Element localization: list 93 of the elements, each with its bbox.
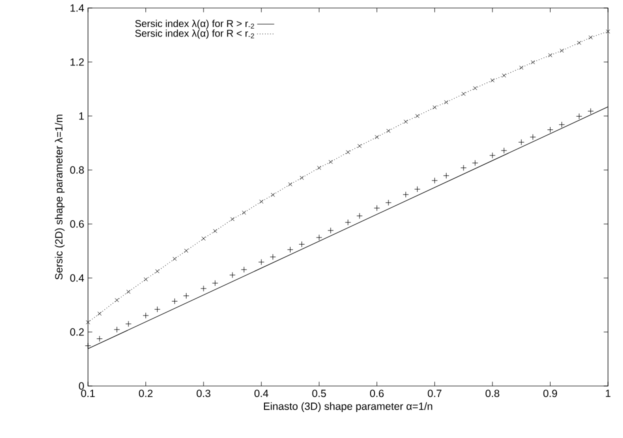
y-tick-label: 1.4 <box>70 4 84 12</box>
point <box>386 128 391 133</box>
point <box>201 236 206 241</box>
point <box>96 336 103 342</box>
point <box>460 164 467 171</box>
point <box>443 172 450 179</box>
point <box>577 40 582 45</box>
x-tick-label: 0.9 <box>543 390 557 398</box>
point <box>230 217 235 222</box>
point <box>576 113 582 120</box>
point <box>518 139 524 146</box>
point <box>374 205 380 212</box>
y-tick-label: 0 <box>78 382 84 390</box>
point <box>317 166 322 170</box>
x-tick-label: 0.8 <box>486 390 500 398</box>
point <box>432 177 438 184</box>
x-tick-label: 0.5 <box>312 390 326 398</box>
legend-label: Sersic index λ(α) for R < r$_{-2}$ <box>135 30 254 39</box>
point <box>432 105 437 110</box>
point <box>114 298 119 302</box>
point <box>519 66 524 70</box>
point <box>172 256 177 261</box>
point <box>356 212 363 219</box>
point <box>548 53 552 58</box>
point <box>385 200 392 206</box>
x-axis-title: Einasto (3D) shape parameter α=1/n <box>264 402 432 412</box>
x-tick-label: 1 <box>606 390 610 397</box>
point <box>287 246 294 253</box>
point <box>213 228 218 234</box>
point <box>588 108 594 114</box>
point <box>489 152 496 158</box>
legend-label: Sersic index λ(α) for R > r$_{-2}$ <box>135 20 254 30</box>
point <box>357 144 362 148</box>
point <box>530 134 536 140</box>
point <box>184 248 188 253</box>
point <box>242 210 246 215</box>
point <box>86 320 90 324</box>
point <box>298 241 305 248</box>
point <box>404 120 408 124</box>
point <box>415 114 420 118</box>
point <box>500 148 508 154</box>
point <box>114 326 120 333</box>
point <box>259 200 264 204</box>
point <box>558 122 565 128</box>
point <box>402 192 409 198</box>
point <box>606 29 610 34</box>
y-tick-label: 0.2 <box>70 328 84 336</box>
point <box>172 298 178 304</box>
point <box>270 192 275 197</box>
point <box>374 134 379 140</box>
point <box>473 86 478 90</box>
point <box>530 60 535 64</box>
point <box>97 312 102 316</box>
point <box>316 234 322 241</box>
point <box>461 92 466 96</box>
point <box>270 254 276 260</box>
point <box>183 292 190 299</box>
x-tick-label: 0.7 <box>428 390 442 398</box>
y-tick-label: 0.6 <box>70 220 84 228</box>
point <box>212 280 218 286</box>
point <box>240 266 248 273</box>
y-tick-label: 0.8 <box>70 166 84 174</box>
point <box>144 277 148 282</box>
x-tick-label: 0.2 <box>138 390 153 398</box>
point <box>346 150 350 154</box>
x-tick-label: 0.4 <box>254 390 268 398</box>
point <box>444 100 448 104</box>
point <box>200 285 207 292</box>
point <box>125 320 132 327</box>
x-tick-label: 0.3 <box>196 390 210 398</box>
y-axis-title: Sersic (2D) shape parameter λ=1/m <box>54 114 65 280</box>
point <box>300 176 304 180</box>
point <box>142 312 149 319</box>
x-tick-label: 0.1 <box>81 390 95 398</box>
point <box>472 160 478 166</box>
point <box>490 78 495 82</box>
point <box>288 182 292 186</box>
point <box>344 219 352 226</box>
point <box>328 160 333 164</box>
point <box>328 227 334 234</box>
y-tick-label: 1.2 <box>70 58 84 66</box>
point <box>155 269 160 274</box>
point <box>560 48 564 53</box>
point <box>154 306 160 312</box>
point <box>547 126 554 133</box>
point <box>588 35 593 40</box>
point <box>414 186 420 192</box>
point <box>126 290 131 294</box>
x-tick-label: 0.6 <box>370 390 384 398</box>
y-tick-label: 1 <box>79 112 84 120</box>
point <box>229 272 236 278</box>
y-tick-label: 0.4 <box>70 274 84 282</box>
point <box>258 259 264 266</box>
